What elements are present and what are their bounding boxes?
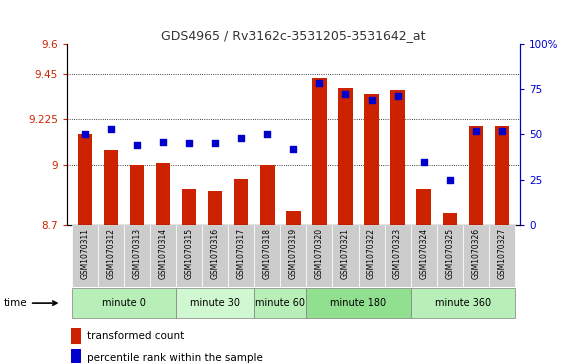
Bar: [71, 328, 81, 344]
Text: minute 180: minute 180: [331, 298, 386, 308]
Bar: [411, 225, 437, 287]
Text: minute 0: minute 0: [102, 298, 146, 308]
Text: GSM1070326: GSM1070326: [471, 228, 480, 279]
Text: transformed count: transformed count: [87, 331, 184, 341]
Bar: [313, 78, 327, 225]
Bar: [306, 288, 411, 318]
Bar: [260, 164, 274, 225]
Point: [341, 91, 350, 97]
Point: [315, 81, 324, 86]
Text: GSM1070323: GSM1070323: [393, 228, 402, 279]
Text: GSM1070315: GSM1070315: [185, 228, 193, 279]
Point: [159, 139, 168, 144]
Text: minute 360: minute 360: [435, 298, 491, 308]
Bar: [156, 163, 170, 225]
Bar: [130, 164, 144, 225]
Text: GSM1070321: GSM1070321: [341, 228, 350, 279]
Text: minute 60: minute 60: [256, 298, 306, 308]
Bar: [281, 225, 306, 287]
Text: percentile rank within the sample: percentile rank within the sample: [87, 352, 263, 363]
Bar: [338, 88, 353, 225]
Point: [289, 146, 298, 152]
Point: [211, 140, 220, 146]
Point: [419, 159, 428, 164]
Text: GSM1070312: GSM1070312: [106, 228, 116, 279]
Bar: [72, 288, 176, 318]
Title: GDS4965 / Rv3162c-3531205-3531642_at: GDS4965 / Rv3162c-3531205-3531642_at: [161, 29, 426, 42]
Text: GSM1070322: GSM1070322: [367, 228, 376, 279]
Point: [497, 128, 507, 134]
Point: [80, 131, 89, 137]
Point: [106, 126, 116, 132]
Text: GSM1070311: GSM1070311: [81, 228, 89, 279]
Bar: [462, 225, 489, 287]
Bar: [411, 288, 515, 318]
Bar: [98, 225, 124, 287]
Point: [367, 97, 376, 103]
Text: time: time: [3, 298, 57, 308]
Bar: [78, 134, 92, 225]
Bar: [286, 211, 300, 225]
Bar: [364, 94, 379, 225]
Bar: [228, 225, 254, 287]
Bar: [489, 225, 515, 287]
Bar: [390, 90, 405, 225]
Text: GSM1070318: GSM1070318: [263, 228, 272, 279]
Text: GSM1070313: GSM1070313: [132, 228, 142, 279]
Text: GSM1070319: GSM1070319: [289, 228, 298, 279]
Text: GSM1070314: GSM1070314: [159, 228, 168, 279]
Bar: [176, 225, 202, 287]
Bar: [254, 288, 306, 318]
Point: [132, 142, 142, 148]
Text: GSM1070316: GSM1070316: [211, 228, 220, 279]
Point: [185, 140, 194, 146]
Bar: [182, 189, 196, 225]
Point: [471, 128, 480, 134]
Bar: [332, 225, 358, 287]
Bar: [71, 349, 81, 363]
Bar: [150, 225, 176, 287]
Bar: [176, 288, 254, 318]
Bar: [385, 225, 411, 287]
Bar: [468, 126, 483, 225]
Point: [236, 135, 246, 141]
Text: GSM1070324: GSM1070324: [419, 228, 428, 279]
Bar: [234, 179, 249, 225]
Text: GSM1070317: GSM1070317: [237, 228, 246, 279]
Bar: [358, 225, 385, 287]
Text: GSM1070325: GSM1070325: [445, 228, 454, 279]
Bar: [306, 225, 332, 287]
Text: minute 30: minute 30: [190, 298, 241, 308]
Point: [263, 131, 272, 137]
Text: GSM1070327: GSM1070327: [497, 228, 506, 279]
Bar: [494, 126, 509, 225]
Bar: [208, 191, 223, 225]
Bar: [437, 225, 462, 287]
Bar: [254, 225, 281, 287]
Bar: [417, 189, 431, 225]
Bar: [72, 225, 98, 287]
Bar: [124, 225, 150, 287]
Bar: [202, 225, 228, 287]
Point: [445, 177, 454, 183]
Bar: [443, 213, 457, 225]
Bar: [104, 150, 119, 225]
Point: [393, 93, 402, 99]
Text: GSM1070320: GSM1070320: [315, 228, 324, 279]
